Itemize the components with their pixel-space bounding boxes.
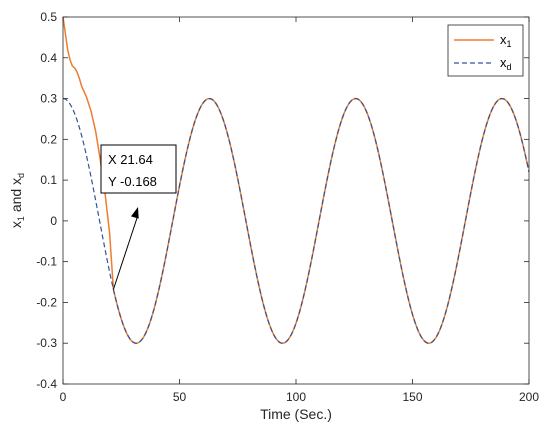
- datatip: X 21.64 Y -0.168: [100, 144, 177, 290]
- datatip-arrow: [112, 214, 139, 290]
- y-tick-label: 0.4: [40, 51, 57, 65]
- y-tick-label: 0.5: [40, 10, 57, 24]
- legend-entry-xd-sub: d: [507, 62, 512, 72]
- legend-box: [447, 24, 524, 77]
- x-axis-label: Time (Sec.): [260, 406, 332, 422]
- datatip-x-value: X 21.64: [108, 152, 153, 167]
- legend-entry-xd-base: x: [500, 55, 507, 70]
- y-tick-label: -0.1: [36, 255, 57, 269]
- y-axis-label-sub2: d: [16, 173, 26, 178]
- y-tick-label: 0.2: [40, 132, 57, 146]
- legend-entry-x1-base: x: [500, 32, 507, 47]
- datatip-y-value: Y -0.168: [108, 174, 157, 189]
- x-tick-label: 200: [519, 390, 539, 404]
- y-tick-label: -0.4: [36, 377, 57, 391]
- y-tick-label: 0.1: [40, 173, 57, 187]
- y-tick-label: 0.3: [40, 92, 57, 106]
- datatip-box: [100, 144, 177, 194]
- ticks-layer: 0 50 100 150 200 -0.4 -0.3 -0.2 -0.1 0 0.1 0.2 0.3 0.…: [36, 10, 539, 404]
- y-axis-label-sub1: 1: [16, 216, 26, 221]
- legend-entry-x1-sub: 1: [507, 39, 512, 49]
- curves-layer: [62, 16, 530, 344]
- y-tick-label: -0.3: [36, 336, 57, 350]
- datatip-arrowhead: [131, 207, 139, 219]
- legend-entry-xd: xd: [500, 55, 512, 72]
- y-axis-label: x1 and xd: [8, 173, 26, 228]
- y-axis-label-base1: x: [8, 221, 24, 228]
- y-axis-label-mid: and x: [8, 178, 24, 216]
- y-tick-label: 0: [50, 214, 57, 228]
- legend: x1 xd: [447, 24, 524, 77]
- x-tick-label: 150: [402, 390, 422, 404]
- y-tick-label: -0.2: [36, 295, 57, 309]
- series-line-xd: [62, 97, 530, 344]
- x-tick-label: 50: [173, 390, 187, 404]
- legend-entry-x1: x1: [500, 32, 512, 49]
- x-tick-label: 100: [286, 390, 306, 404]
- x-tick-label: 0: [60, 390, 67, 404]
